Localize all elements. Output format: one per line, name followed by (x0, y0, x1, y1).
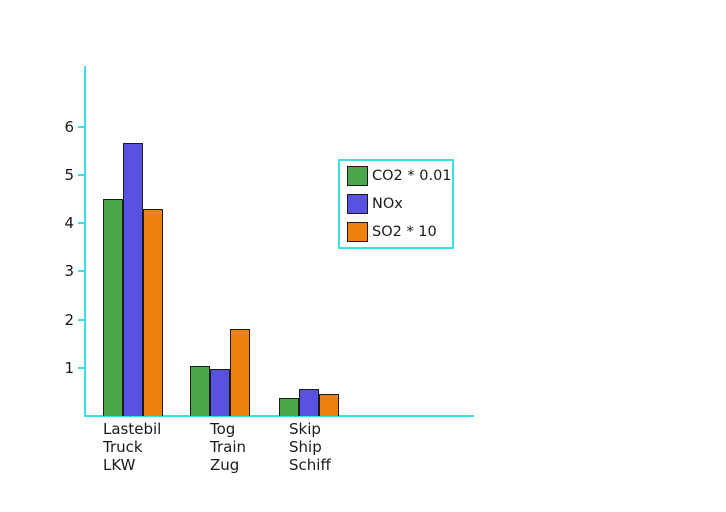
legend-color-swatch (347, 222, 368, 242)
x-category-label-line: LKW (103, 456, 136, 474)
bar-so2-train (230, 328, 250, 416)
y-axis-line (84, 66, 86, 416)
y-tick-mark (78, 270, 85, 273)
y-tick-label: 6 (64, 117, 74, 136)
bar-nox-ship (299, 389, 319, 416)
y-tick-label: 2 (64, 310, 74, 329)
x-category-label-line: Lastebil (103, 420, 162, 438)
legend: CO2 * 0.01 NOx SO2 * 10 (338, 159, 454, 249)
x-category-label-line: Train (210, 438, 246, 456)
legend-item: NOx (347, 194, 445, 214)
x-category-label-line: Truck (103, 438, 143, 456)
bar-co2-train (190, 365, 210, 416)
bar-co2-ship (279, 397, 299, 416)
bar-co2-truck (103, 199, 123, 416)
x-category-label-line: Tog (210, 420, 236, 438)
legend-item: SO2 * 10 (347, 222, 445, 242)
y-tick-mark (78, 174, 85, 176)
y-tick-label: 1 (64, 358, 74, 377)
x-category-label-line: Skip (289, 420, 321, 438)
y-tick-label: 5 (64, 166, 74, 184)
legend-color-swatch (347, 166, 368, 186)
y-tick-mark (78, 318, 85, 321)
legend-item: CO2 * 0.01 (347, 166, 452, 186)
legend-item-label: SO2 * 10 (372, 224, 437, 240)
x-category-label-line: Schiff (289, 456, 331, 474)
x-category-label-line: Ship (289, 438, 322, 456)
y-tick-label: 4 (64, 214, 74, 233)
y-tick-mark (78, 366, 85, 369)
legend-item-label: NOx (372, 196, 403, 212)
x-category-label: Skip Ship Schiff (289, 420, 331, 474)
bar-nox-truck (123, 142, 143, 416)
legend-item-label: CO2 * 0.01 (372, 168, 452, 184)
bar-nox-train (210, 368, 230, 416)
x-category-label-line: Zug (210, 456, 240, 474)
y-tick-mark (78, 222, 85, 225)
y-tick-mark (78, 125, 85, 128)
x-category-label: Lastebil Truck LKW (103, 420, 161, 474)
y-tick-label: 3 (64, 262, 74, 281)
bar-so2-ship (319, 393, 339, 416)
x-category-label: Tog Train Zug (210, 420, 246, 474)
legend-color-swatch (347, 194, 368, 214)
bar-so2-truck (143, 208, 163, 416)
